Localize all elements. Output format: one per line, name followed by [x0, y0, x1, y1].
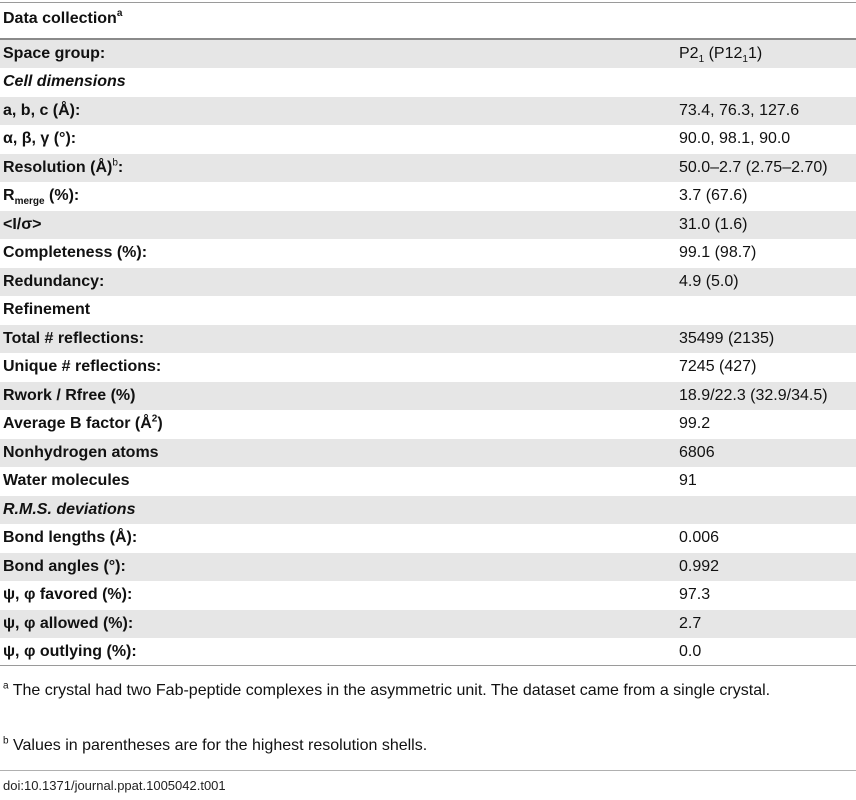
row-label: Average B factor (Å2) [0, 410, 674, 439]
row-value: 0.006 [674, 524, 856, 553]
row-label: a, b, c (Å): [0, 96, 674, 126]
header-title-footnote-mark: a [116, 7, 123, 19]
table-row: Unique # reflections: 7245 (427) [0, 353, 856, 382]
row-label: Water molecules [0, 467, 674, 496]
table-row: Total # reflections: 35499 (2135) [0, 324, 856, 354]
top-rule [0, 2, 856, 3]
row-label: Completeness (%): [0, 239, 674, 268]
row-value [674, 495, 856, 525]
row-label: Bond angles (°): [0, 552, 674, 582]
table-row: a, b, c (Å): 73.4, 76.3, 127.6 [0, 96, 856, 126]
row-value: 91 [674, 467, 856, 496]
row-value: 6806 [674, 438, 856, 468]
table-row: Refinement [0, 296, 856, 325]
section-label: Cell dimensions [0, 68, 674, 97]
row-label: Resolution (Å)b: [0, 153, 674, 183]
row-value: 50.0–2.7 (2.75–2.70) [674, 153, 856, 183]
bottom-rule [0, 665, 856, 666]
section-label: R.M.S. deviations [0, 495, 674, 525]
table-row: R.M.S. deviations [0, 495, 856, 525]
doi-link[interactable]: doi:10.1371/journal.ppat.1005042.t001 [3, 778, 226, 793]
table-row: Rwork / Rfree (%) 18.9/22.3 (32.9/34.5) [0, 381, 856, 411]
row-label: Total # reflections: [0, 324, 674, 354]
row-value: 31.0 (1.6) [674, 210, 856, 240]
row-value: 2.7 [674, 609, 856, 639]
row-value: 18.9/22.3 (32.9/34.5) [674, 381, 856, 411]
row-label: Bond lengths (Å): [0, 524, 674, 553]
row-label: ψ, φ outlying (%): [0, 638, 674, 667]
row-value: 7245 (427) [674, 353, 856, 382]
row-label: Rmerge (%): [0, 182, 674, 211]
row-value: 0.0 [674, 638, 856, 667]
row-value: 35499 (2135) [674, 324, 856, 354]
header-title: Data collectiona [3, 7, 123, 28]
row-value: 0.992 [674, 552, 856, 582]
table-row: Nonhydrogen atoms 6806 [0, 438, 856, 468]
table-row: Bond angles (°): 0.992 [0, 552, 856, 582]
row-label: Redundancy: [0, 267, 674, 297]
row-value [674, 68, 856, 97]
row-value: P21 (P1211) [674, 40, 856, 69]
footnote-a-text: The crystal had two Fab-peptide complexe… [8, 682, 771, 699]
row-value: 4.9 (5.0) [674, 267, 856, 297]
section-label: Refinement [0, 296, 674, 325]
footnote-a-mark: a [3, 680, 9, 692]
footnote-a: a The crystal had two Fab-peptide comple… [3, 678, 843, 704]
table-row: Average B factor (Å2) 99.2 [0, 410, 856, 439]
row-label: ψ, φ allowed (%): [0, 609, 674, 639]
table-row: <I/σ> 31.0 (1.6) [0, 210, 856, 240]
table-row: Redundancy: 4.9 (5.0) [0, 267, 856, 297]
table-row: Completeness (%): 99.1 (98.7) [0, 239, 856, 268]
footnote-b: b Values in parentheses are for the high… [3, 733, 843, 759]
header-title-text: Data collection [3, 10, 117, 27]
row-label: ψ, φ favored (%): [0, 581, 674, 610]
table-header: Data collectiona [0, 3, 856, 38]
row-label: Space group: [0, 40, 674, 69]
header-rule [0, 38, 856, 40]
table-row: Space group: P21 (P1211) [0, 40, 856, 69]
footnote-b-text: Values in parentheses are for the highes… [8, 737, 428, 754]
row-label: Rwork / Rfree (%) [0, 381, 674, 411]
row-label: Nonhydrogen atoms [0, 438, 674, 468]
row-value: 3.7 (67.6) [674, 182, 856, 211]
row-label: Unique # reflections: [0, 353, 674, 382]
table-row: ψ, φ favored (%): 97.3 [0, 581, 856, 610]
row-value [674, 296, 856, 325]
row-label: <I/σ> [0, 210, 674, 240]
table-row: Water molecules 91 [0, 467, 856, 496]
table-row: ψ, φ allowed (%): 2.7 [0, 609, 856, 639]
row-value: 90.0, 98.1, 90.0 [674, 125, 856, 154]
table-row: Bond lengths (Å): 0.006 [0, 524, 856, 553]
table-row: Cell dimensions [0, 68, 856, 97]
table-row: Rmerge (%): 3.7 (67.6) [0, 182, 856, 211]
row-value: 99.2 [674, 410, 856, 439]
row-value: 97.3 [674, 581, 856, 610]
footnote-b-mark: b [3, 735, 9, 747]
row-label: α, β, γ (°): [0, 125, 674, 154]
table-row: Resolution (Å)b: 50.0–2.7 (2.75–2.70) [0, 153, 856, 183]
row-value: 99.1 (98.7) [674, 239, 856, 268]
doi-rule [0, 770, 856, 771]
row-value: 73.4, 76.3, 127.6 [674, 96, 856, 126]
table-row: ψ, φ outlying (%): 0.0 [0, 638, 856, 667]
table-row: α, β, γ (°): 90.0, 98.1, 90.0 [0, 125, 856, 154]
data-table: Space group: P21 (P1211) Cell dimensions… [0, 40, 856, 667]
